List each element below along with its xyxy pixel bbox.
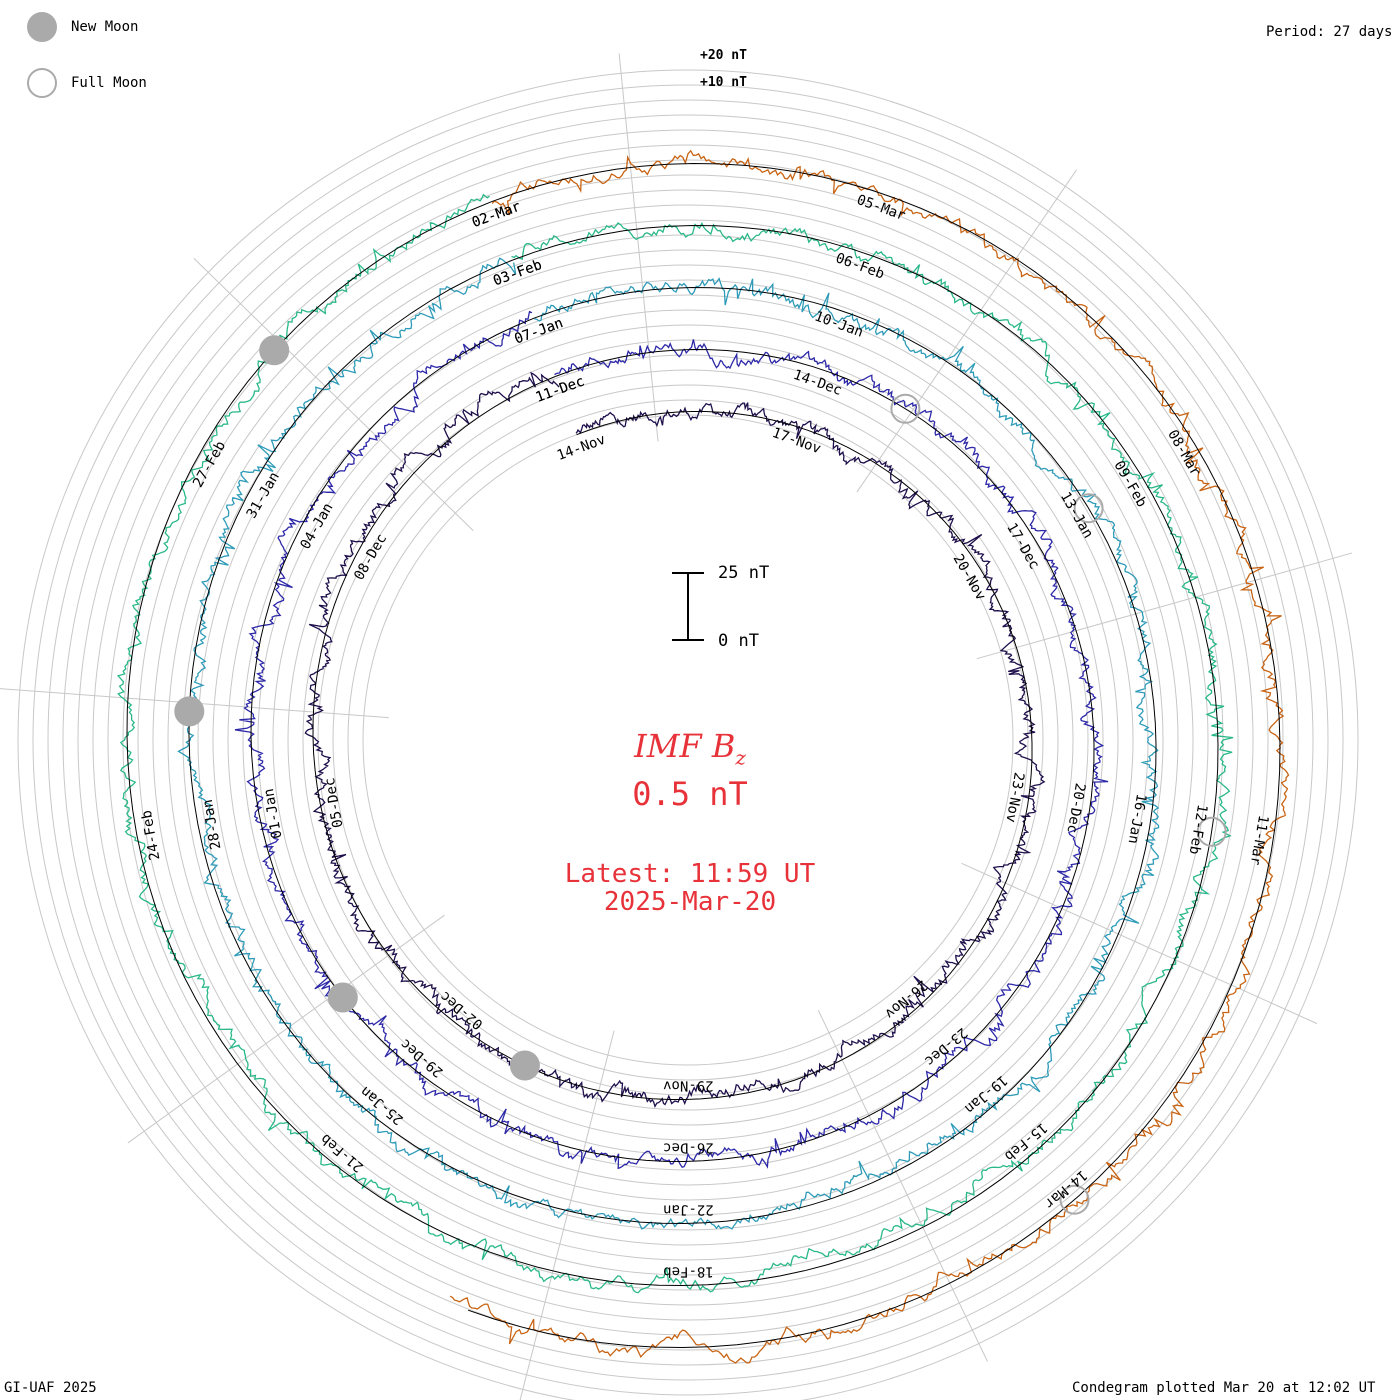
latest-timestamp: Latest: 11:59 UT 2025-Mar-20: [500, 860, 880, 916]
date-label: 05-Mar: [855, 192, 908, 224]
series-trace-3: [177, 257, 1160, 1230]
scale-bar-top-label: 25 nT: [718, 563, 770, 583]
period-label: Period: 27 days: [1266, 24, 1393, 40]
new-moon-marker: [327, 982, 358, 1013]
full-moon-icon: [27, 68, 57, 98]
radial-spoke: [193, 257, 474, 531]
date-label: 14-Nov: [555, 432, 608, 464]
date-label: 04-Jan: [297, 500, 336, 552]
radial-spoke: [961, 862, 1318, 1025]
grid-circle: [347, 399, 1029, 1081]
scale-bar: [672, 572, 704, 641]
grid-circle: [212, 264, 1164, 1216]
grid-circle: [197, 249, 1179, 1231]
grid-circle: [302, 354, 1074, 1126]
grid-circle: [107, 159, 1269, 1321]
date-label: 14-Dec: [791, 367, 844, 399]
footer-plotted: Condegram plotted Mar 20 at 12:02 UT: [1072, 1380, 1376, 1396]
date-label: 26-Dec: [663, 1139, 714, 1155]
date-label: 31-Jan: [244, 469, 283, 521]
grid-circle: [137, 189, 1239, 1291]
reference-spiral: [467, 162, 1281, 1349]
date-label: 17-Dec: [1003, 520, 1042, 572]
ring-label-plus20: +20 nT: [700, 48, 747, 63]
date-label: 18-Feb: [663, 1263, 714, 1279]
legend-new-moon-label: New Moon: [71, 19, 139, 35]
series-trace-5: [449, 149, 1290, 1364]
date-label: 16-Jan: [1125, 792, 1149, 845]
date-label: 20-Nov: [950, 552, 989, 604]
radial-spoke: [976, 552, 1353, 660]
grid-circle: [17, 69, 1359, 1400]
grid-circle: [62, 114, 1314, 1366]
date-label: 05-Dec: [322, 776, 347, 829]
full-moon-marker: [1073, 493, 1104, 524]
date-label: 13-Jan: [1057, 489, 1096, 541]
date-label: 02-Mar: [470, 199, 523, 231]
radial-spoke: [618, 53, 659, 442]
reference-spiral: [312, 376, 1033, 1100]
series-trace-1: [304, 371, 1046, 1109]
legend-new-moon: New Moon: [27, 12, 138, 42]
latest-date: 2025-Mar-20: [603, 887, 777, 917]
date-label: 01-Jan: [261, 787, 286, 840]
moon-markers: [174, 335, 1227, 1215]
date-label: 12-Feb: [1186, 803, 1210, 856]
current-value: 0.5 nT: [632, 775, 748, 813]
radial-spoke: [519, 1030, 615, 1400]
radial-spoke: [817, 1010, 988, 1362]
latest-time: Latest: 11:59 UT: [564, 859, 816, 889]
new-moon-marker: [509, 1050, 540, 1081]
date-label: 10-Jan: [812, 309, 865, 341]
new-moon-marker: [174, 696, 205, 727]
new-moon-marker: [259, 335, 290, 366]
scale-bar-bottom-label: 0 nT: [718, 631, 759, 651]
series-trace-2: [234, 310, 1109, 1170]
grid-circle: [77, 129, 1299, 1351]
date-label: 24-Feb: [139, 809, 164, 862]
new-moon-icon: [27, 12, 57, 42]
footer-credit: GI-UAF 2025: [4, 1380, 97, 1396]
grid-circle: [92, 144, 1284, 1336]
grid-circle: [122, 174, 1254, 1306]
grid-circle: [32, 84, 1344, 1396]
grid-circle: [242, 294, 1134, 1186]
series-traces: [116, 149, 1290, 1364]
date-label: 08-Dec: [351, 531, 390, 583]
grid-circle: [257, 309, 1119, 1171]
chart-title-main: IMF B: [634, 727, 736, 765]
full-moon-marker: [1196, 816, 1227, 847]
radial-spoke: [127, 914, 445, 1144]
date-label: 06-Feb: [833, 250, 886, 282]
series-trace-4: [116, 193, 1234, 1294]
date-label: 03-Feb: [491, 257, 544, 289]
date-label: 29-Dec: [397, 1035, 446, 1080]
legend-full-moon: Full Moon: [27, 68, 147, 98]
grid-circle: [317, 369, 1059, 1111]
date-label: 26-Nov: [881, 977, 930, 1022]
date-label: 11-Mar: [1247, 814, 1271, 867]
chart-title: IMF Bz: [500, 727, 880, 769]
ring-label-plus10: +10 nT: [700, 75, 747, 90]
reference-spiral: [188, 259, 1157, 1225]
grid-circle: [47, 99, 1329, 1381]
full-moon-marker: [890, 393, 921, 424]
grid-circle: [287, 339, 1089, 1141]
chart-title-subscript: z: [735, 745, 746, 770]
full-moon-marker: [1059, 1184, 1090, 1215]
date-label: 29-Nov: [663, 1077, 714, 1093]
reference-spiral: [126, 201, 1219, 1287]
legend-full-moon-label: Full Moon: [71, 75, 147, 91]
date-label: 22-Jan: [663, 1201, 714, 1217]
radial-spoke: [856, 169, 1077, 493]
date-label: 25-Jan: [358, 1083, 407, 1128]
grid-circle: [167, 219, 1209, 1261]
reference-spiral: [250, 317, 1095, 1163]
